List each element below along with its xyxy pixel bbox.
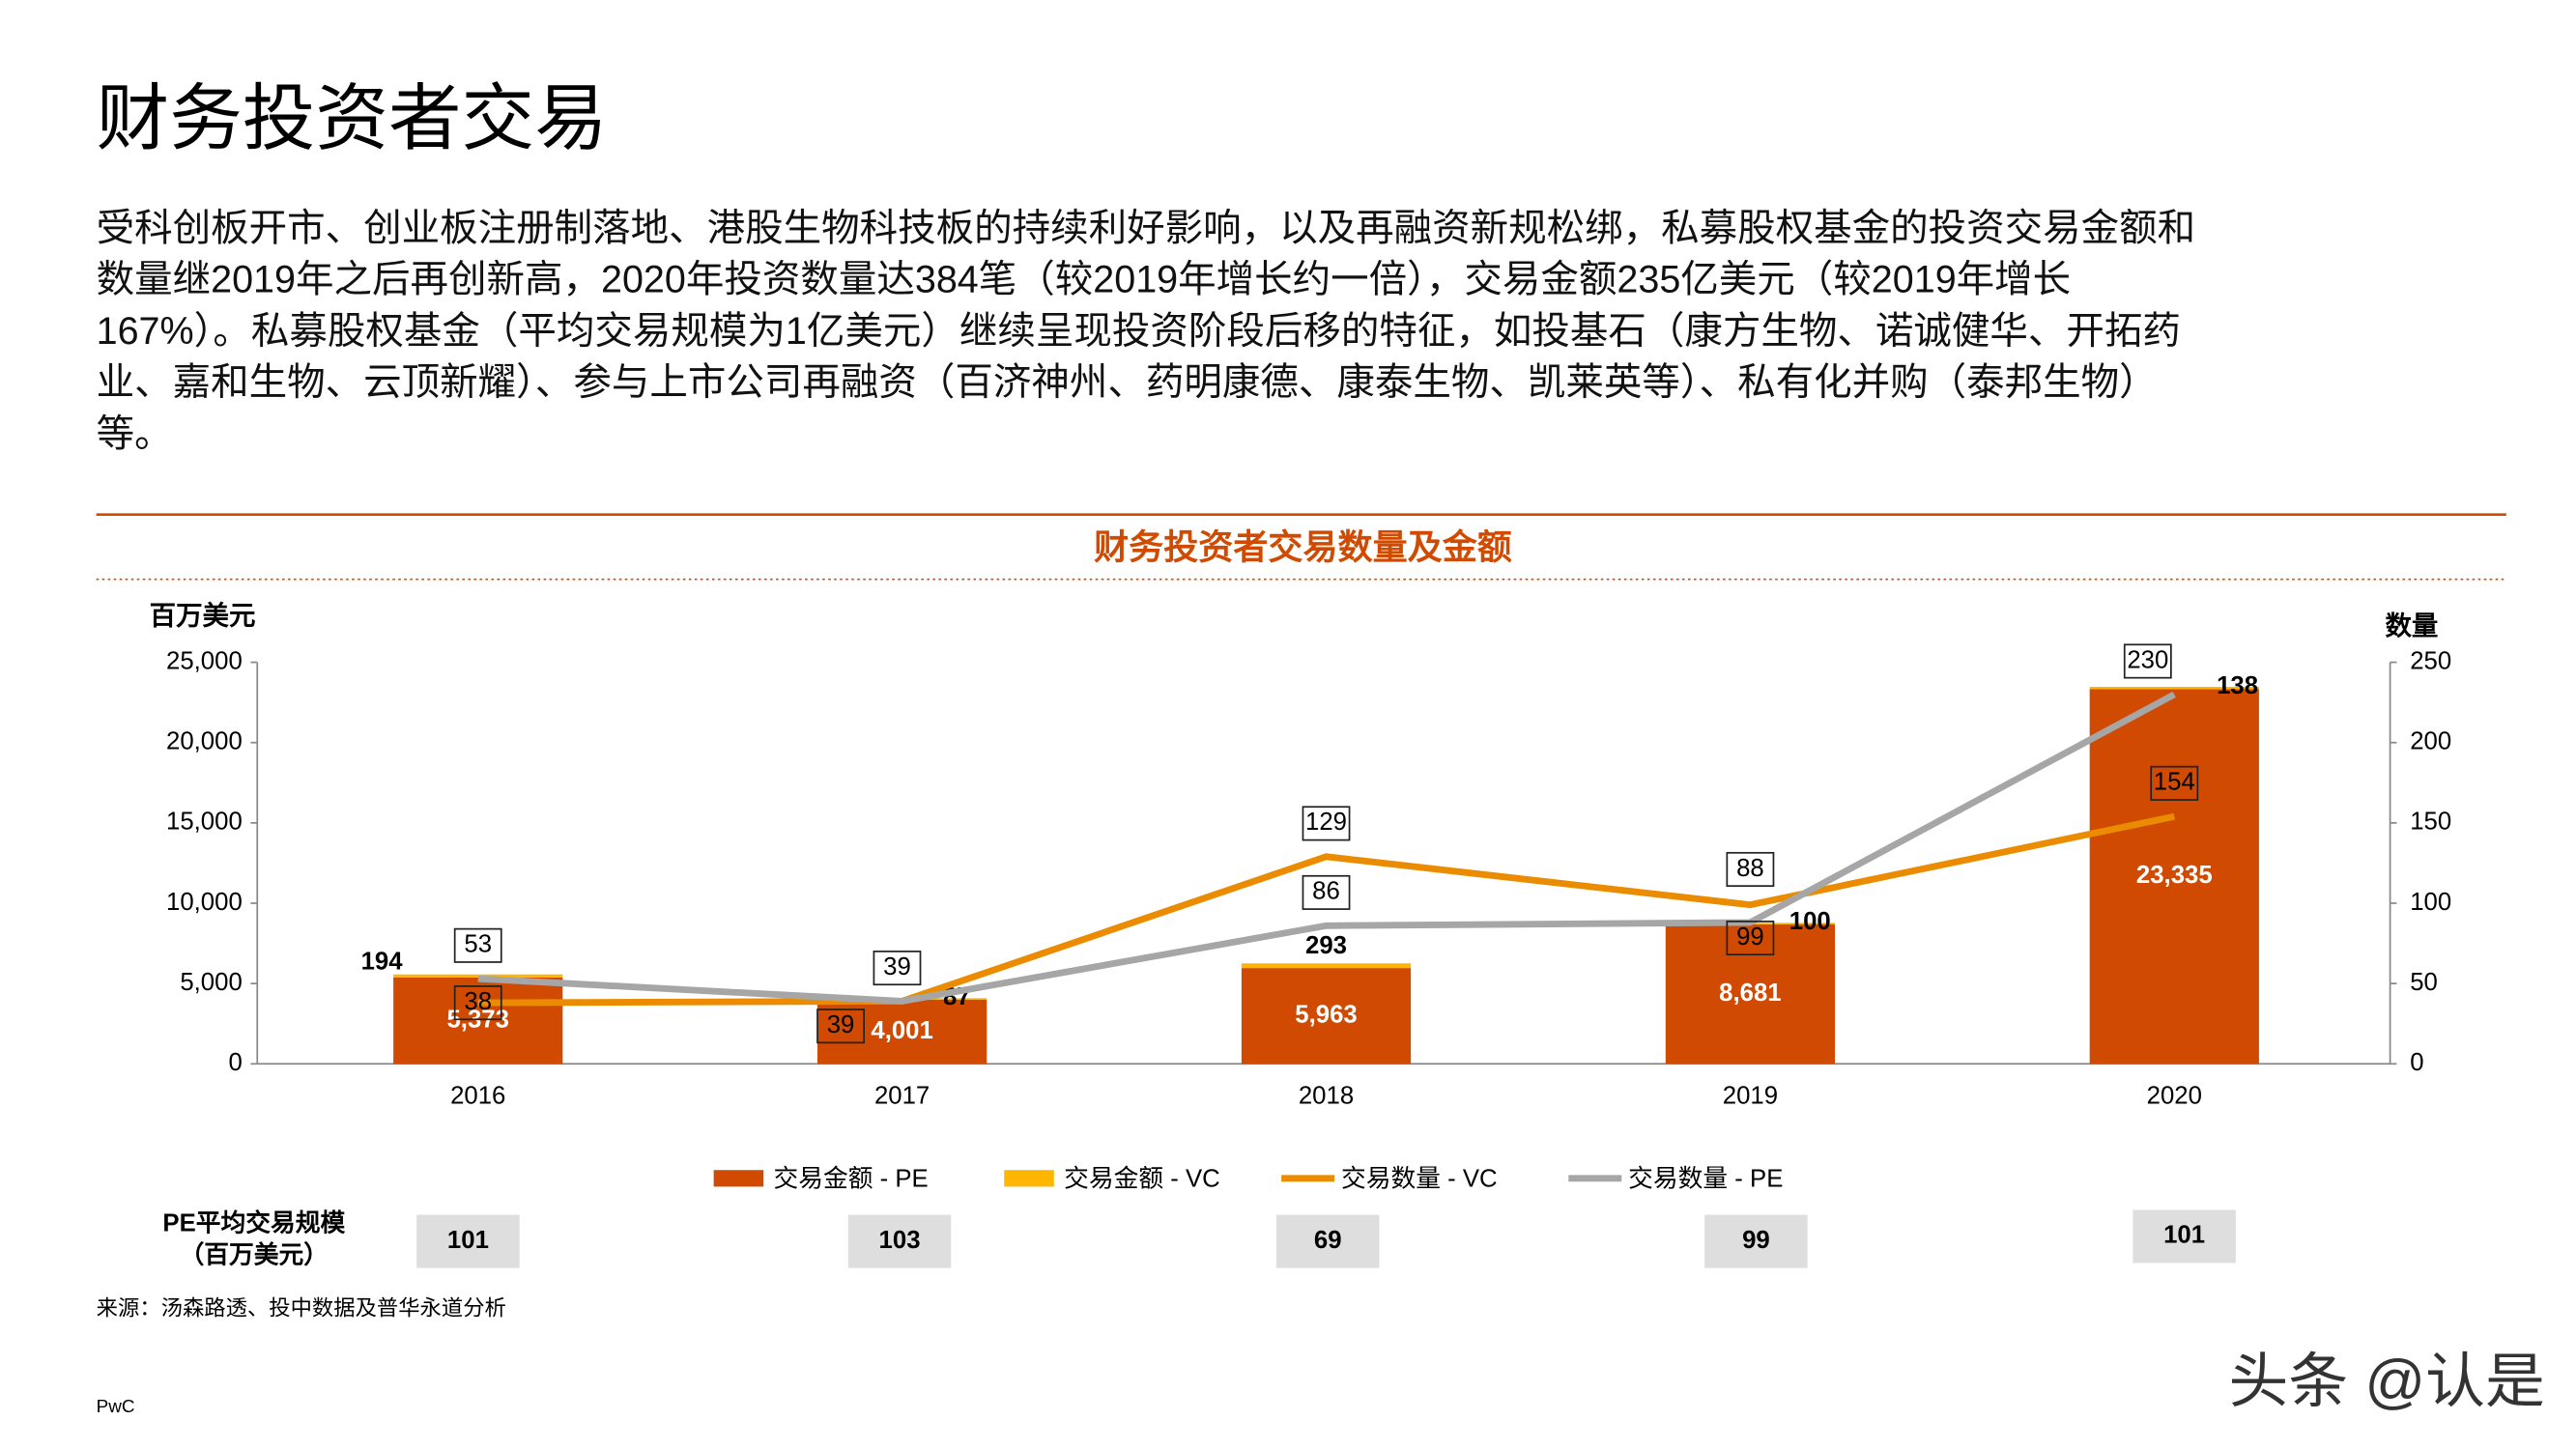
bar-value-label: 293: [1305, 932, 1347, 959]
line-value-label: 88: [1736, 855, 1764, 882]
y2-axis-label: 数量: [2385, 611, 2438, 640]
y2-tick-label: 250: [2410, 647, 2451, 674]
legend-label: 交易数量 - PE: [1628, 1164, 1783, 1192]
line-value-label: 86: [1312, 878, 1340, 905]
y-tick-label: 10,000: [166, 889, 243, 916]
y2-tick-label: 100: [2410, 889, 2451, 916]
x-tick-label: 2016: [450, 1082, 505, 1109]
legend-swatch: [713, 1170, 764, 1187]
label-box: [2123, 643, 2172, 679]
label-box: [1302, 806, 1351, 841]
legend-label: 交易数量 - VC: [1341, 1164, 1498, 1192]
line-value-label: 129: [1305, 809, 1347, 836]
pe-average-label: PE平均交易规模: [162, 1208, 345, 1237]
legend-label: 交易金额 - PE: [773, 1164, 928, 1192]
line-value-label: 39: [827, 1011, 855, 1038]
y2-tick-label: 50: [2410, 969, 2438, 996]
line-value-label: 99: [1736, 923, 1764, 951]
body-text: 数量继2019年之后再创新高，2020年投资数量达384笔（较2019年增长约一…: [97, 259, 2072, 301]
slide-title: 财务投资者交易: [97, 75, 608, 160]
pe-average-box: [847, 1214, 952, 1268]
pe-average-box: [1275, 1214, 1380, 1268]
body-text: 业、嘉和生物、云顶新耀）、参与上市公司再融资（百济神州、药明康德、康泰生物、凯莱…: [97, 361, 2158, 404]
x-tick-label: 2020: [2147, 1082, 2202, 1109]
pe-average-box: [1704, 1214, 1808, 1268]
line-value-label: 39: [883, 953, 911, 980]
label-box: [1726, 920, 1775, 956]
x-tick-label: 2018: [1299, 1082, 1354, 1109]
chart-title: 财务投资者交易数量及金额: [1094, 526, 1512, 566]
label-box: [873, 951, 922, 986]
line: [477, 812, 2175, 1007]
bar: [2089, 686, 2259, 690]
line-value-label: 38: [464, 988, 492, 1015]
x-tick-label: 2017: [874, 1082, 930, 1109]
y2-tick-label: 0: [2410, 1049, 2423, 1076]
bar-value-label: 5,963: [1295, 1002, 1357, 1029]
bar: [1665, 923, 1836, 1065]
line-value-label: 53: [464, 931, 492, 958]
bar-value-label: 194: [361, 949, 404, 976]
pe-average-box: [2132, 1209, 2236, 1264]
pe-average-value: 99: [1742, 1227, 1770, 1254]
legend-swatch: [1004, 1170, 1054, 1187]
y-tick-label: 15,000: [166, 809, 243, 836]
body-text: 167%）。私募股权基金（平均交易规模为1亿美元）继续呈现投资阶段后移的特征，如…: [97, 310, 2181, 353]
bar-value-label: 138: [2217, 672, 2258, 699]
line-value-label: 230: [2127, 646, 2168, 673]
bar-value-label: 100: [1789, 908, 1831, 935]
pe-average-value: 103: [879, 1227, 921, 1254]
pe-average-value: 101: [447, 1227, 489, 1254]
bar: [393, 974, 563, 978]
bar: [1241, 968, 1412, 1065]
footer: PwC: [97, 1397, 135, 1417]
x-tick-label: 2019: [1723, 1082, 1778, 1109]
label-box: [816, 1009, 865, 1044]
pe-average-box: [416, 1214, 520, 1268]
source: 来源：汤森路透、投中数据及普华永道分析: [97, 1295, 506, 1320]
bar: [2089, 689, 2259, 1065]
y-tick-label: 25,000: [166, 647, 243, 674]
bar: [1241, 963, 1412, 969]
bar-value-label: 4,001: [871, 1017, 932, 1044]
watermark: 头条 @认是: [2229, 1349, 2545, 1415]
label-box: [453, 985, 502, 1021]
body-text: 等。: [97, 412, 173, 455]
y-tick-label: 20,000: [166, 728, 243, 755]
body-text: 受科创板开市、创业板注册制落地、港股生物科技板的持续利好影响，以及再融资新规松绑…: [97, 207, 2196, 249]
label-box: [453, 927, 502, 963]
line-value-label: 154: [2154, 769, 2195, 796]
bar-value-label: 8,681: [1719, 980, 1781, 1007]
bar-value-label: 23,335: [2136, 862, 2213, 889]
legend-label: 交易金额 - VC: [1064, 1164, 1220, 1192]
line: [477, 691, 2176, 1005]
bar: [393, 977, 563, 1065]
y2-tick-label: 150: [2410, 809, 2451, 836]
pe-average-value: 101: [2163, 1222, 2205, 1249]
y-axis-label: 百万美元: [150, 600, 256, 630]
label-box: [2150, 765, 2199, 801]
y2-tick-label: 200: [2410, 728, 2451, 755]
y-tick-label: 0: [228, 1049, 242, 1076]
y-tick-label: 5,000: [180, 969, 242, 996]
label-box: [1726, 851, 1775, 888]
label-box: [1302, 874, 1351, 910]
pe-average-value: 69: [1314, 1227, 1342, 1254]
pe-average-label: （百万美元）: [180, 1239, 329, 1268]
